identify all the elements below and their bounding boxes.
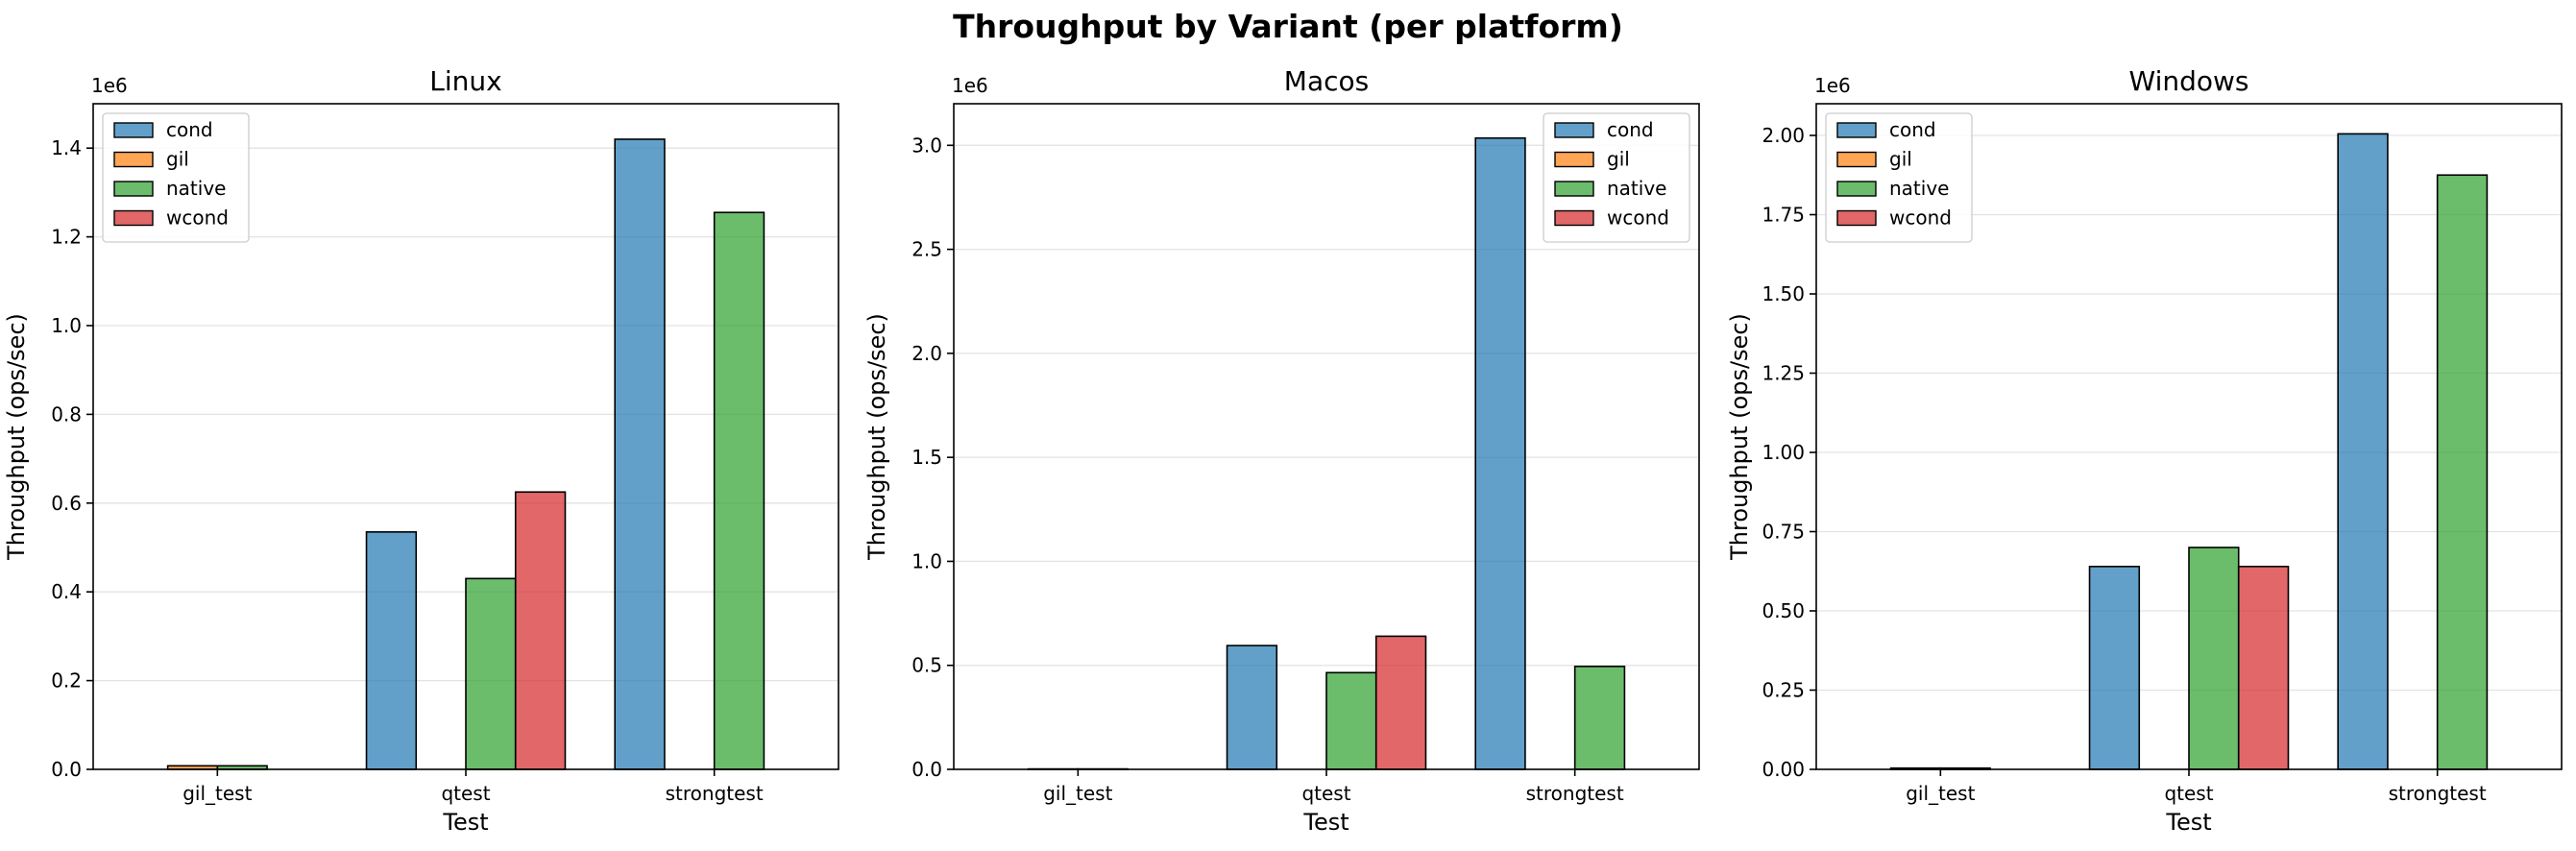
- subplot-title: Macos: [1284, 65, 1369, 97]
- legend-label-native: native: [1889, 177, 1949, 200]
- y-tick-label: 2.00: [1762, 124, 1805, 147]
- legend-label-wcond: wcond: [166, 207, 229, 230]
- x-tick-label: gil_test: [1906, 782, 1975, 805]
- subplot-title: Linux: [429, 65, 501, 97]
- legend-swatch-native: [113, 181, 154, 197]
- x-tick-label: gil_test: [182, 782, 252, 805]
- legend-swatch-gil: [113, 151, 154, 168]
- y-tick-label: 0.8: [51, 402, 82, 426]
- legend-label-gil: gil: [1607, 148, 1630, 171]
- legend: cond gil native wcond: [1825, 112, 1973, 243]
- y-tick-label: 1.75: [1762, 204, 1805, 227]
- x-tick-label: strongtest: [2389, 782, 2487, 805]
- legend-label-native: native: [166, 177, 226, 200]
- legend: cond gil native wcond: [102, 112, 250, 243]
- x-axis-label: Test: [442, 809, 488, 836]
- legend-swatch-wcond: [1836, 209, 1877, 227]
- x-tick-label: strongtest: [666, 782, 764, 805]
- legend-label-cond: cond: [166, 118, 213, 141]
- legend-label-gil: gil: [1889, 148, 1912, 171]
- y-tick-label: 2.5: [911, 238, 942, 261]
- bar-native-qtest: [1325, 671, 1377, 770]
- subplot-title: Windows: [2129, 65, 2249, 97]
- bar-cond-strongtest: [614, 138, 666, 770]
- y-offset-label: 1e6: [91, 74, 128, 97]
- y-tick-label: 0.00: [1762, 758, 1805, 781]
- y-tick-label: 0.2: [51, 669, 82, 693]
- bar-wcond-qtest: [2237, 565, 2290, 770]
- y-tick-label: 0.75: [1762, 521, 1805, 544]
- bar-native-qtest: [2188, 547, 2240, 770]
- y-tick-label: 0.5: [911, 654, 942, 677]
- y-axis-label: Throughput (ops/sec): [3, 313, 30, 561]
- y-axis-label: Throughput (ops/sec): [1726, 313, 1753, 561]
- x-tick-label: qtest: [1301, 782, 1350, 805]
- bar-wcond-qtest: [514, 491, 567, 770]
- bar-native-qtest: [465, 577, 517, 770]
- y-tick-label: 1.00: [1762, 441, 1805, 464]
- bar-wcond-qtest: [1374, 635, 1427, 770]
- y-tick-label: 2.0: [911, 342, 942, 365]
- bar-native-strongtest: [1573, 666, 1626, 770]
- legend-label-wcond: wcond: [1607, 207, 1669, 230]
- y-tick-label: 0.4: [51, 580, 82, 603]
- y-tick-label: 0.6: [51, 492, 82, 515]
- bar-cond-qtest: [365, 531, 418, 770]
- legend-swatch-cond: [1554, 122, 1594, 138]
- legend-swatch-gil: [1836, 151, 1877, 168]
- y-offset-label: 1e6: [1814, 74, 1851, 97]
- legend-label-native: native: [1607, 177, 1666, 200]
- subplot-linux: 0.0 0.2 0.4 0.6 0.8 1.0 1.2 1.4 gil_test qtest str…: [3, 65, 839, 836]
- legend-swatch-cond: [113, 122, 154, 138]
- y-tick-label: 0.0: [911, 758, 942, 781]
- legend-swatch-native: [1836, 181, 1877, 197]
- legend-label-cond: cond: [1889, 118, 1936, 141]
- legend-swatch-wcond: [113, 209, 154, 227]
- legend-frame: [102, 112, 250, 243]
- y-tick-label: 1.5: [911, 446, 942, 469]
- legend-swatch-cond: [1836, 122, 1877, 138]
- x-tick-label: gil_test: [1043, 782, 1112, 805]
- y-tick-label: 1.2: [51, 226, 82, 249]
- x-tick-label: strongtest: [1526, 782, 1624, 805]
- y-tick-label: 0.0: [51, 758, 82, 781]
- subplot-macos: 0.0 0.5 1.0 1.5 2.0 2.5 3.0 gil_test qtest strong…: [863, 65, 1700, 836]
- y-offset-label: 1e6: [952, 74, 988, 97]
- legend-label-wcond: wcond: [1889, 207, 1952, 230]
- legend-label-gil: gil: [166, 148, 189, 171]
- x-axis-label: Test: [1302, 809, 1349, 836]
- y-axis-label: Throughput (ops/sec): [863, 313, 890, 561]
- x-axis-label: Test: [2165, 809, 2211, 836]
- subplot-windows: 0.00 0.25 0.50 0.75 1.00 1.25 1.50 1.75 2.00 gil_…: [1726, 65, 2563, 836]
- y-tick-label: 0.50: [1762, 599, 1805, 622]
- y-tick-label: 1.0: [911, 549, 942, 572]
- y-tick-label: 1.0: [51, 314, 82, 337]
- legend: cond gil native wcond: [1543, 112, 1690, 243]
- bar-cond-strongtest: [1474, 136, 1526, 770]
- bar-cond-strongtest: [2337, 133, 2389, 770]
- legend-swatch-native: [1554, 181, 1594, 197]
- bar-native-strongtest: [713, 211, 766, 770]
- legend-frame: [1825, 112, 1973, 243]
- y-tick-label: 1.25: [1762, 362, 1805, 385]
- y-tick-label: 1.50: [1762, 282, 1805, 305]
- legend-swatch-gil: [1554, 151, 1594, 168]
- bar-cond-qtest: [2088, 565, 2141, 770]
- legend-label-cond: cond: [1607, 118, 1654, 141]
- x-tick-label: qtest: [441, 782, 490, 805]
- figure-title: Throughput by Variant (per platform): [953, 8, 1623, 45]
- bar-native-strongtest: [2436, 174, 2489, 770]
- legend-swatch-wcond: [1554, 209, 1594, 227]
- y-tick-label: 1.4: [51, 136, 82, 159]
- legend-frame: [1543, 112, 1690, 243]
- x-tick-label: qtest: [2164, 782, 2213, 805]
- y-tick-label: 0.25: [1762, 679, 1805, 702]
- y-tick-label: 3.0: [911, 134, 942, 157]
- bar-cond-qtest: [1226, 644, 1278, 770]
